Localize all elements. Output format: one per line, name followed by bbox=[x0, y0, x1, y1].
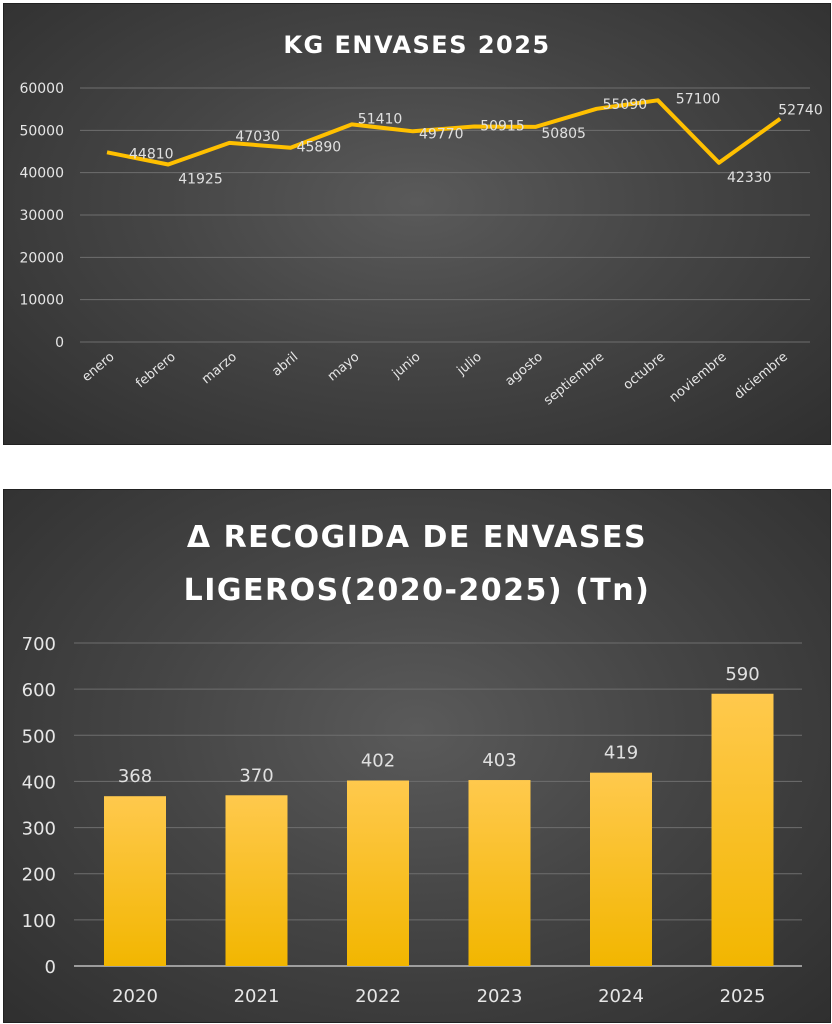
line-chart-data-label: 57100 bbox=[676, 91, 721, 107]
bar-chart-x-tick: 2024 bbox=[598, 986, 644, 1007]
bar-chart-x-tick: 2025 bbox=[720, 986, 766, 1007]
bar-chart-y-tick: 700 bbox=[22, 634, 56, 655]
line-chart-data-label: 55090 bbox=[603, 97, 648, 113]
line-chart-data-label: 50805 bbox=[541, 126, 586, 142]
line-chart-y-tick: 50000 bbox=[19, 123, 64, 139]
bar-chart: Δ RECOGIDA DE ENVASES LIGEROS(2020-2025)… bbox=[22, 520, 802, 1007]
bar-chart-x-tick: 2022 bbox=[355, 986, 401, 1007]
bar-chart-title-line-2: LIGEROS(2020-2025) (Tn) bbox=[184, 573, 651, 608]
bar-data-label: 403 bbox=[482, 750, 516, 771]
line-series bbox=[106, 98, 782, 167]
bar-chart-x-tick: 2020 bbox=[112, 986, 158, 1007]
bar bbox=[590, 772, 652, 966]
line-chart-x-tick: julio bbox=[454, 350, 485, 380]
bar-chart-y-tick: 400 bbox=[22, 772, 56, 793]
line-chart-data-label: 44810 bbox=[129, 146, 174, 162]
line-chart-y-tick: 30000 bbox=[19, 208, 64, 224]
bar-chart-y-tick: 500 bbox=[22, 726, 56, 747]
bar bbox=[225, 795, 288, 966]
line-chart-data-label: 50915 bbox=[480, 118, 525, 134]
bar bbox=[104, 796, 166, 966]
line-chart-y-tick: 40000 bbox=[19, 166, 64, 182]
line-chart-x-tick: marzo bbox=[199, 350, 240, 388]
line-chart-data-label: 51410 bbox=[358, 111, 403, 127]
line-chart-panel: KG ENVASES 2025 0 10000 20000 30000 40000 500… bbox=[3, 3, 831, 445]
line-chart-data-label: 52740 bbox=[778, 103, 823, 119]
bar bbox=[711, 693, 774, 966]
line-chart-data-label: 41925 bbox=[178, 172, 223, 188]
bar-chart-y-tick: 100 bbox=[22, 911, 56, 932]
line-chart-y-tick: 0 bbox=[55, 335, 64, 351]
line-chart-y-tick: 10000 bbox=[19, 293, 64, 309]
line-chart: KG ENVASES 2025 0 10000 20000 30000 40000 500… bbox=[19, 31, 823, 409]
line-chart-y-tick: 20000 bbox=[19, 250, 64, 266]
line-chart-x-tick: abril bbox=[269, 350, 301, 380]
bar-data-label: 368 bbox=[118, 766, 152, 787]
line-chart-x-tick: octubre bbox=[621, 350, 669, 393]
line-chart-x-tick: septiembre bbox=[541, 350, 607, 409]
line-chart-x-tick: enero bbox=[79, 350, 117, 385]
line-chart-title: KG ENVASES 2025 bbox=[283, 31, 550, 59]
line-chart-x-tick: diciembre bbox=[732, 350, 791, 403]
bar-chart-y-tick: 300 bbox=[22, 819, 56, 840]
line-chart-data-label: 47030 bbox=[235, 129, 280, 145]
line-chart-x-tick: agosto bbox=[503, 350, 546, 390]
line-chart-data-label: 45890 bbox=[297, 140, 342, 156]
bar-data-label: 419 bbox=[604, 743, 638, 764]
line-chart-x-tick: noviembre bbox=[667, 350, 730, 406]
bar-chart-panel: Δ RECOGIDA DE ENVASES LIGEROS(2020-2025)… bbox=[3, 489, 831, 1023]
line-chart-data-label: 49770 bbox=[419, 126, 464, 142]
line-chart-y-tick: 60000 bbox=[19, 81, 64, 97]
bar bbox=[468, 780, 531, 966]
bar-chart-y-tick: 0 bbox=[45, 957, 56, 978]
bar bbox=[347, 780, 409, 966]
line-chart-x-tick: junio bbox=[389, 350, 424, 383]
line-chart-x-tick: mayo bbox=[325, 350, 362, 385]
bar-chart-x-tick: 2023 bbox=[477, 986, 523, 1007]
bar-chart-title-line-1: Δ RECOGIDA DE ENVASES bbox=[187, 520, 647, 555]
bar-data-label: 370 bbox=[239, 765, 273, 786]
bar-chart-y-tick: 200 bbox=[22, 865, 56, 886]
bar-chart-y-tick: 600 bbox=[22, 680, 56, 701]
line-chart-x-tick: febrero bbox=[133, 350, 179, 392]
bar-data-label: 402 bbox=[361, 751, 395, 772]
line-chart-data-label: 42330 bbox=[727, 170, 772, 186]
bar-data-label: 590 bbox=[725, 664, 759, 685]
bar-chart-x-tick: 2021 bbox=[234, 986, 280, 1007]
